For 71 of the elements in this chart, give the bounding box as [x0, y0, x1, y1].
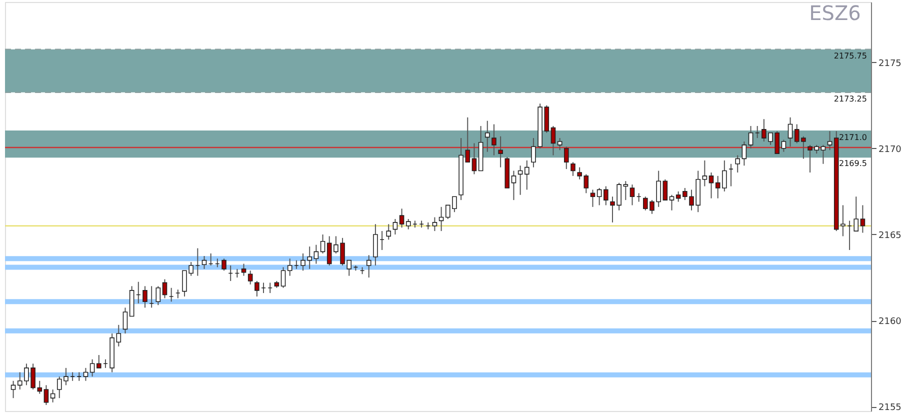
candlestick [156, 286, 161, 306]
ref-line-label: 2173.25 [834, 94, 867, 104]
y-tick-label: 2170 [878, 144, 902, 155]
candlestick [287, 258, 292, 276]
candlestick [524, 160, 530, 190]
y-tick-label: 2165 [878, 230, 902, 241]
candlestick [584, 174, 589, 194]
candlestick [492, 124, 496, 156]
candlestick [715, 175, 720, 199]
candlestick [83, 367, 88, 382]
candlestick [406, 218, 411, 230]
candlestick [860, 204, 866, 234]
candlestick [676, 190, 681, 202]
candlestick [590, 189, 596, 208]
candlestick [604, 186, 608, 206]
candlestick [570, 162, 576, 176]
candlestick [386, 224, 392, 240]
candlestick [630, 184, 635, 206]
ref-line-label: 2175.75 [834, 51, 867, 60]
candlestick [241, 263, 246, 276]
candlestick [722, 160, 727, 192]
candlestick [781, 139, 786, 152]
candlestick [820, 144, 826, 164]
candlestick [511, 170, 516, 201]
candlestick [498, 136, 503, 168]
y-tick-label: 2160 [878, 317, 902, 328]
candlestick [50, 388, 56, 403]
candlestick [623, 180, 628, 201]
ref-line-label: 2169.5 [839, 158, 867, 168]
candlestick [432, 216, 438, 232]
candlestick [596, 187, 602, 206]
candlestick [577, 166, 582, 180]
candlestick [162, 278, 168, 299]
candlestick [669, 194, 674, 211]
candlestick [742, 140, 747, 166]
candlestick [827, 130, 832, 151]
candlestick [373, 224, 378, 266]
candlestick [564, 146, 569, 170]
y-tick-label: 2155 [878, 403, 902, 414]
candlestick [314, 244, 319, 264]
candlestick [788, 116, 793, 148]
candlestick [438, 206, 444, 232]
candlestick [90, 358, 95, 378]
candlestick [366, 254, 372, 278]
candlestick [142, 286, 148, 308]
candlestick [518, 165, 523, 196]
candlestick [708, 172, 714, 199]
candlestick [472, 142, 477, 175]
candlestick [557, 138, 562, 151]
candlestick [44, 384, 49, 406]
candlestick [280, 266, 286, 288]
candlestick [254, 280, 260, 297]
candlestick [320, 234, 326, 254]
ref-line-label: 2171.0 [839, 133, 867, 142]
candlestick [392, 218, 398, 235]
candlestick [854, 196, 859, 232]
candlestick [122, 307, 128, 334]
candlestick [222, 258, 226, 272]
candlestick [10, 380, 16, 399]
candlestick [748, 125, 754, 149]
candlestick [550, 125, 556, 156]
y-tick-label: 2175 [878, 58, 902, 69]
candlestick [399, 208, 404, 228]
candlestick [662, 178, 668, 201]
chart-title: ESZ6 [809, 1, 861, 25]
candlestick [735, 154, 740, 173]
candlestick [702, 160, 708, 187]
candlestick [484, 120, 490, 152]
candlestick [96, 354, 102, 368]
candlestick [202, 256, 207, 270]
candlestick [248, 270, 253, 285]
